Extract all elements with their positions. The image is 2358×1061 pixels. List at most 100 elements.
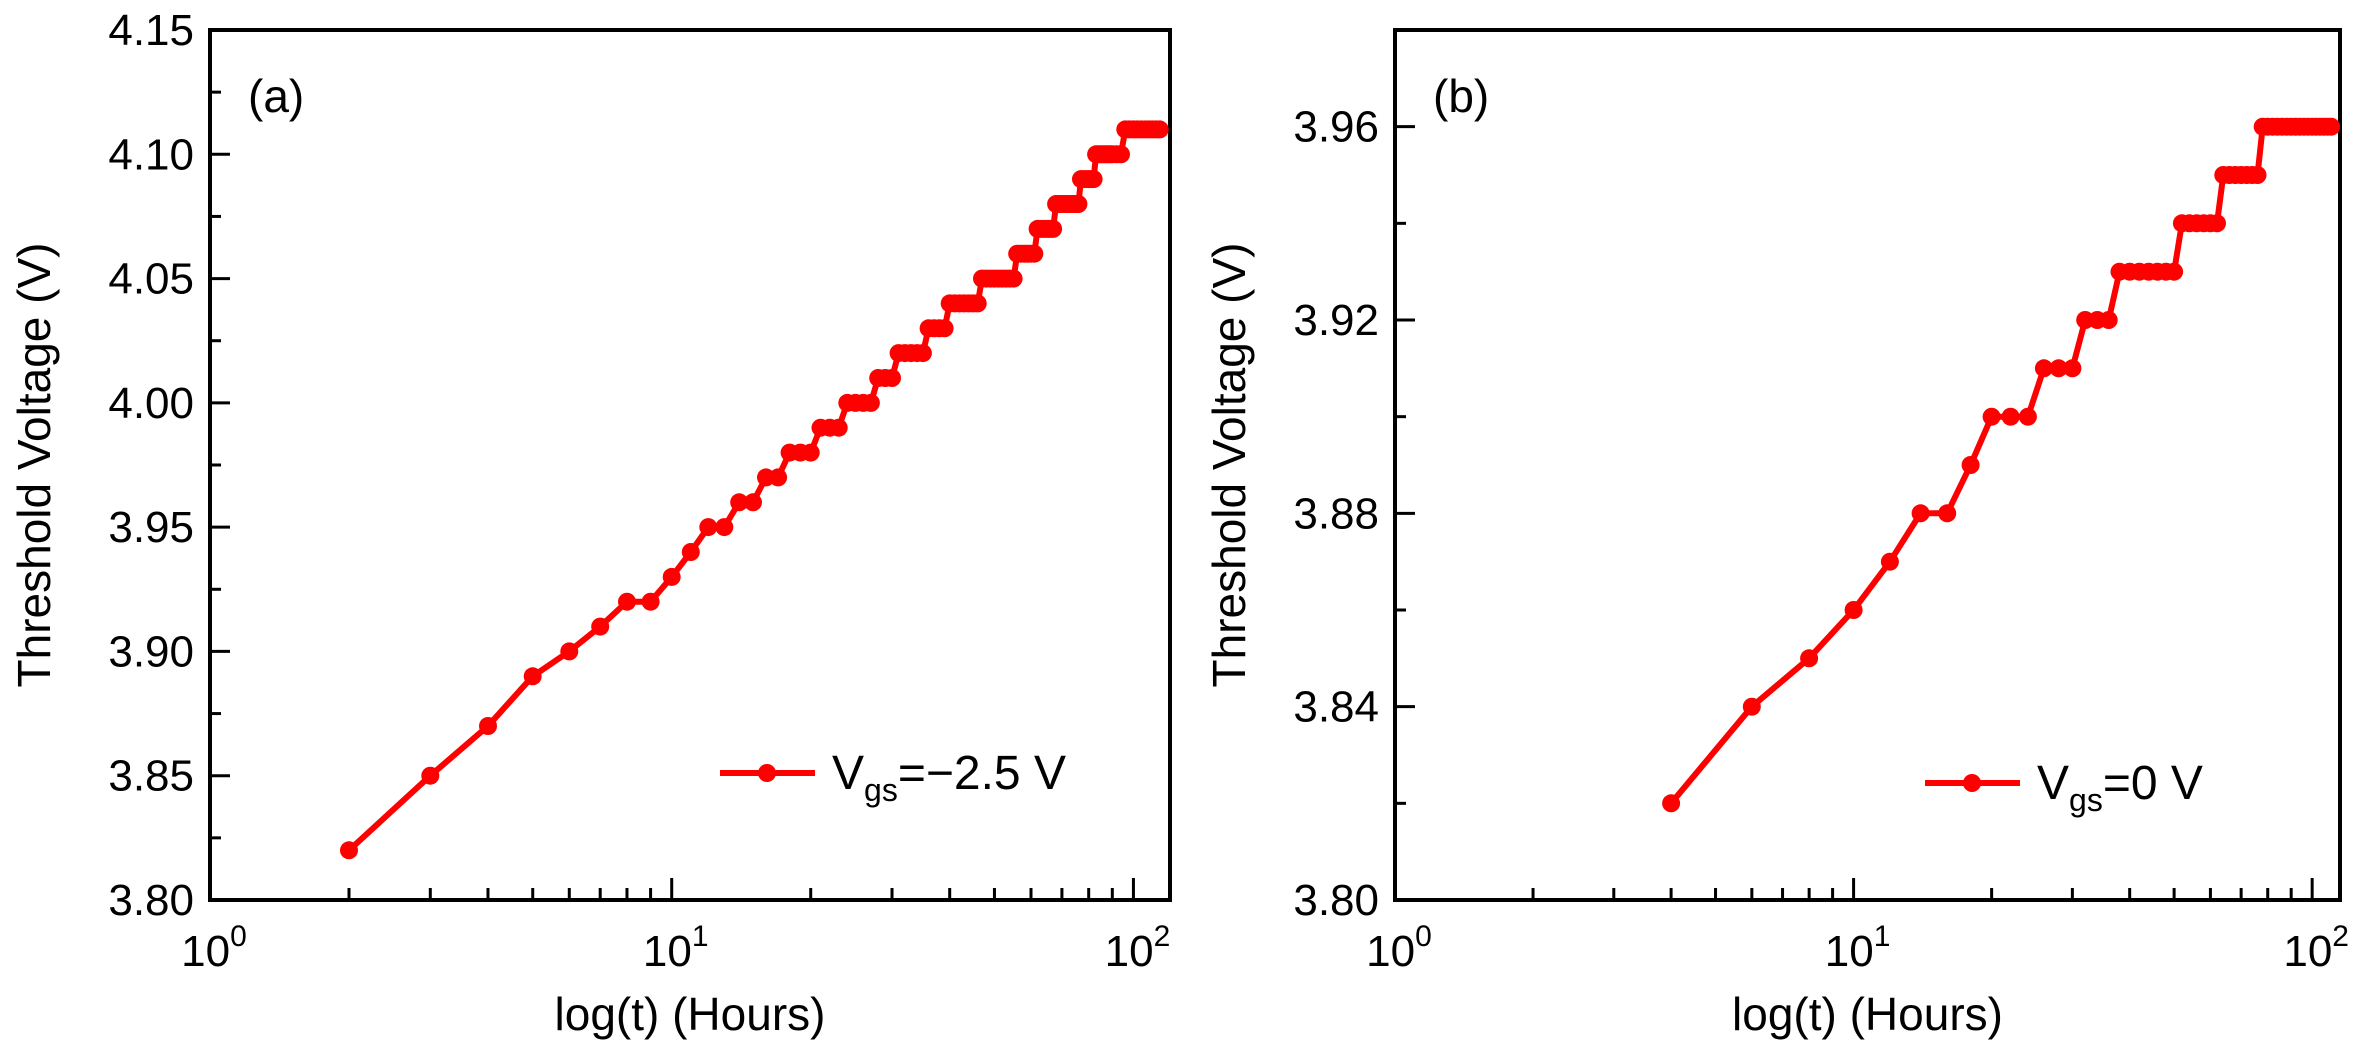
data-point — [1961, 456, 1980, 474]
data-point — [2322, 117, 2341, 136]
data-point — [1150, 120, 1169, 139]
data-point — [2034, 359, 2053, 378]
y-tick-label: 3.84 — [1293, 683, 1379, 732]
x-tick-label-base: 10 — [1366, 927, 1415, 976]
data-point — [681, 543, 700, 561]
y-tick-label: 3.90 — [108, 627, 194, 676]
y-axis-title: Threshold Voltage (V) — [1203, 243, 1255, 688]
y-tick-label: 4.05 — [108, 255, 194, 304]
data-point — [715, 518, 734, 537]
panel-label: (b) — [1433, 70, 1489, 122]
data-point — [2049, 359, 2068, 378]
legend-marker — [758, 764, 776, 782]
legend-label-main: V — [832, 747, 864, 800]
y-tick-label: 3.95 — [108, 503, 194, 552]
series-line — [1668, 123, 2332, 806]
data-point — [2063, 359, 2082, 378]
x-tick-label: 100 — [1366, 920, 1432, 976]
data-point — [479, 717, 497, 735]
panel-label: (a) — [248, 70, 304, 122]
x-tick-label: 101 — [1825, 920, 1891, 976]
data-point — [1982, 407, 2001, 426]
data-point — [769, 468, 788, 487]
data-point — [861, 393, 880, 412]
legend-marker — [1963, 774, 1981, 792]
data-point — [591, 617, 610, 636]
data-point — [1025, 244, 1044, 263]
x-tick-label-base: 10 — [181, 927, 230, 976]
data-point — [641, 592, 660, 611]
y-tick-label: 3.88 — [1293, 489, 1379, 538]
data-point — [829, 418, 848, 437]
legend-label-subscript: gs — [864, 772, 898, 808]
data-point — [1112, 145, 1130, 164]
legend-label-subscript: gs — [2069, 782, 2103, 818]
data-point — [560, 642, 579, 661]
data-point — [2248, 166, 2267, 184]
y-tick-label: 3.92 — [1293, 296, 1379, 345]
x-tick-label-exponent: 2 — [2332, 920, 2349, 953]
data-point — [2001, 407, 2020, 426]
data-point — [801, 443, 820, 462]
x-tick-label-base: 10 — [643, 927, 692, 976]
data-point — [2018, 407, 2037, 426]
legend-label-main: V — [2037, 757, 2069, 810]
x-tick-label-exponent: 2 — [1154, 920, 1171, 953]
y-tick-label: 4.15 — [108, 6, 194, 55]
data-point — [883, 369, 901, 387]
data-point — [1662, 794, 1681, 813]
data-point — [1742, 697, 1761, 716]
x-tick-label-base: 10 — [2283, 927, 2332, 976]
data-point — [744, 493, 762, 512]
x-tick-label: 102 — [1105, 920, 1171, 976]
data-point — [699, 518, 718, 537]
panel-a: 100 101 1023.803.853.903.954.004.054.104.1… — [8, 6, 1172, 1040]
x-axis-title: log(t) (Hours) — [1732, 988, 2003, 1040]
data-point — [913, 344, 932, 363]
data-point — [935, 319, 954, 338]
data-point — [2208, 214, 2226, 233]
y-tick-label: 3.85 — [108, 752, 194, 801]
x-tick-label: 101 — [643, 920, 709, 976]
x-tick-label-exponent: 1 — [692, 920, 709, 953]
data-point — [1800, 649, 1819, 668]
x-tick-label: 100 — [181, 920, 247, 976]
data-point — [618, 592, 636, 611]
legend-label-rest: =−2.5 V — [898, 747, 1066, 800]
data-point — [1880, 552, 1899, 571]
legend-label: Vgs=−2.5 V — [832, 747, 1066, 808]
data-point — [1004, 269, 1023, 288]
y-tick-label: 3.96 — [1293, 103, 1379, 152]
data-point — [523, 667, 542, 686]
data-point — [2099, 311, 2118, 329]
data-point — [968, 294, 987, 313]
legend-label: Vgs=0 V — [2037, 757, 2203, 818]
x-tick-label-base: 10 — [1825, 927, 1874, 976]
x-tick-label-exponent: 0 — [230, 920, 247, 953]
data-point — [2165, 262, 2184, 281]
y-tick-label: 3.80 — [1293, 876, 1379, 925]
y-tick-label: 3.80 — [108, 876, 194, 925]
data-point — [1084, 170, 1103, 189]
x-tick-label-base: 10 — [1105, 927, 1154, 976]
data-point — [1069, 195, 1088, 213]
data-point — [1844, 601, 1863, 619]
data-point — [1911, 504, 1930, 523]
x-tick-label-exponent: 0 — [1415, 920, 1432, 953]
x-axis-title: log(t) (Hours) — [555, 988, 826, 1040]
data-point — [340, 841, 358, 860]
data-point — [730, 493, 749, 512]
y-tick-label: 4.00 — [108, 379, 194, 428]
y-tick-label: 4.10 — [108, 130, 194, 179]
plot-frame — [1393, 28, 2342, 902]
legend-label-rest: =0 V — [2103, 757, 2203, 810]
y-axis-title: Threshold Voltage (V) — [8, 243, 60, 688]
data-point — [1938, 504, 1957, 523]
x-tick-label: 102 — [2283, 920, 2349, 976]
data-point — [662, 567, 681, 586]
data-point — [1044, 219, 1063, 238]
x-tick-label-exponent: 1 — [1874, 920, 1891, 953]
data-point — [421, 766, 440, 785]
